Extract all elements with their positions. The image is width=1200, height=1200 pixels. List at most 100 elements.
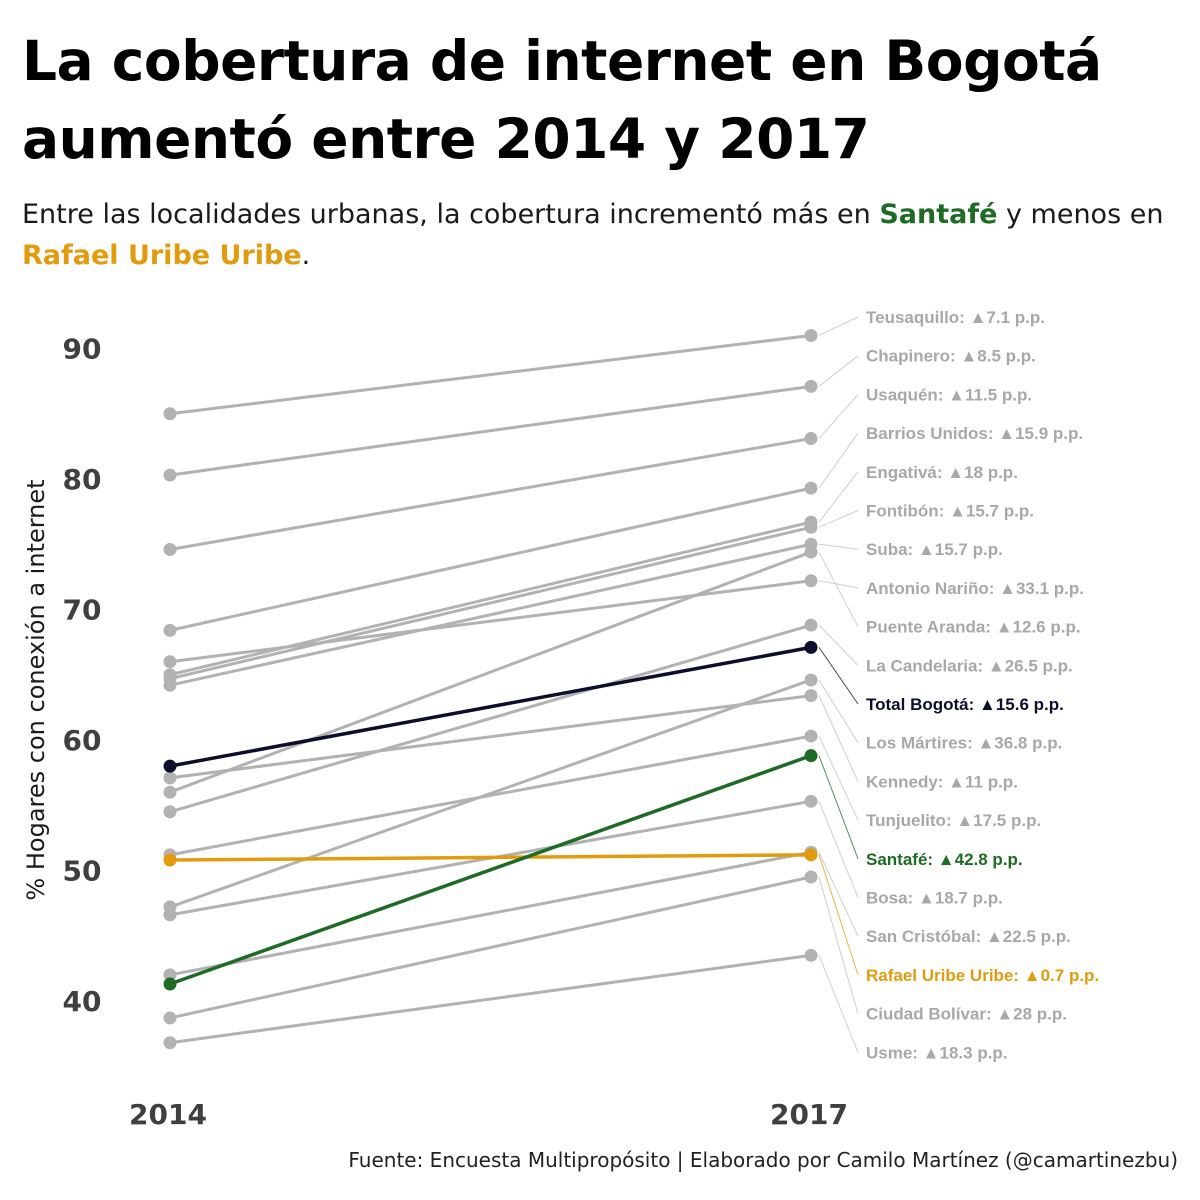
point-2014 (163, 678, 177, 692)
series-labels: Teusaquillo: ▲7.1 p.p. Chapinero: ▲8.5 p.… (866, 308, 1099, 1062)
point-2017 (804, 948, 818, 962)
subtitle-text-start: Entre las localidades urbanas, la cobert… (22, 199, 880, 230)
series-los-martires (163, 673, 818, 914)
point-2017 (804, 481, 818, 495)
point-2014 (163, 407, 177, 421)
point-2017 (804, 870, 818, 884)
point-2014 (163, 785, 177, 799)
point-2014 (163, 542, 177, 556)
subtitle-highlight-max: Santafé (879, 199, 998, 230)
leader-line-tunjuelito (818, 735, 859, 821)
point-2014 (163, 805, 177, 819)
series-label-los-martires: Los Mártires: ▲36.8 p.p. (866, 734, 1062, 753)
series-label-rafael-uribe-uribe: Rafael Uribe Uribe: ▲0.7 p.p. (866, 966, 1099, 985)
leader-line-suba (818, 543, 859, 550)
series-label-santafe: Santafé: ▲42.8 p.p. (866, 850, 1023, 869)
series-line (169, 579, 812, 664)
point-2017 (804, 729, 818, 743)
series-line (169, 734, 812, 857)
y-axis: 40 50 60 70 80 90 % Hogares con conexión a int… (22, 333, 101, 1019)
leader-line-engativa (818, 471, 859, 523)
leader-line-san-cristobal (818, 852, 859, 937)
series-label-antonio-narino: Antonio Nariño: ▲33.1 p.p. (866, 579, 1084, 598)
series-line (169, 853, 812, 862)
subtitle-highlight-min: Rafael Uribe Uribe (22, 240, 302, 271)
leader-line-fontibon (818, 510, 859, 528)
x-tick-label: 2017 (770, 1098, 848, 1131)
series-label-san-cristobal: San Cristóbal: ▲22.5 p.p. (866, 927, 1071, 946)
leader-line-teusaquillo (818, 316, 859, 336)
series-label-teusaquillo: Teusaquillo: ▲7.1 p.p. (866, 308, 1045, 327)
leader-line-santafe (818, 755, 859, 859)
point-2017 (804, 640, 818, 654)
point-2017 (804, 432, 818, 446)
series-line (169, 623, 812, 814)
point-2014 (163, 968, 177, 982)
series-line (169, 550, 812, 794)
label-leader-lines (818, 316, 859, 1053)
y-tick-label: 80 (63, 463, 102, 496)
series-barrios-unidos (163, 481, 818, 637)
series-line (169, 953, 812, 1045)
series-label-chapinero: Chapinero: ▲8.5 p.p. (866, 347, 1036, 366)
leader-line-total-bogota (818, 647, 859, 705)
x-tick-label: 2014 (129, 1098, 207, 1131)
series-total-bogota (163, 640, 818, 773)
series-santafe (163, 749, 818, 991)
series-line (169, 850, 812, 977)
x-axis: 2014 2017 (129, 1098, 848, 1131)
series-label-ciudad-bolivar: Ciudad Bolívar: ▲28 p.p. (866, 1005, 1067, 1024)
series-label-tunjuelito: Tunjuelito: ▲17.5 p.p. (866, 811, 1041, 830)
series-line (169, 694, 812, 780)
point-2017 (804, 328, 818, 342)
series-label-barrios-unidos: Barrios Unidos: ▲15.9 p.p. (866, 424, 1083, 443)
y-tick-label: 60 (63, 724, 102, 757)
series-suba (163, 537, 818, 692)
series-line (169, 678, 812, 909)
point-2014 (163, 771, 177, 785)
series-label-total-bogota: Total Bogotá: ▲15.6 p.p. (866, 695, 1064, 714)
series-line (169, 437, 812, 551)
point-2014 (163, 908, 177, 922)
leader-line-antonio-narino (818, 580, 859, 589)
series-label-engativa: Engativá: ▲18 p.p. (866, 463, 1018, 482)
series-teusaquillo (163, 328, 818, 421)
series-label-usme: Usme: ▲18.3 p.p. (866, 1043, 1008, 1062)
series-line (169, 384, 812, 477)
point-2014 (163, 853, 177, 867)
subtitle-text-middle: y menos en (997, 199, 1164, 230)
leader-line-puente-aranda (818, 551, 859, 627)
series-rafael-uribe-uribe (163, 848, 818, 867)
leader-line-chapinero (818, 355, 859, 387)
series-label-kennedy: Kennedy: ▲11 p.p. (866, 772, 1018, 791)
series-antonio-narino (163, 574, 818, 669)
leader-line-usaquen (818, 394, 859, 439)
y-axis-title: % Hogares con conexión a internet (22, 479, 50, 900)
y-tick-label: 40 (63, 985, 102, 1018)
y-tick-label: 70 (63, 594, 102, 627)
series-line (169, 486, 812, 632)
series-line (169, 542, 812, 687)
leader-line-barrios-unidos (818, 432, 859, 489)
series-line (169, 754, 812, 986)
point-2017 (804, 379, 818, 393)
point-2017 (804, 520, 818, 534)
series-chapinero (163, 379, 818, 482)
series-san-cristobal (163, 845, 818, 982)
leader-line-rafael-uribe-uribe (818, 854, 859, 976)
series-line (169, 645, 812, 768)
point-2017 (804, 848, 818, 862)
subtitle-text-end: . (301, 240, 311, 271)
slope-chart: 40 50 60 70 80 90 % Hogares con conexión a int… (22, 308, 1099, 1131)
series-kennedy (163, 689, 818, 785)
series-line (169, 333, 812, 416)
point-2017 (804, 618, 818, 632)
series-la-candelaria (163, 618, 818, 819)
leader-line-usme (818, 955, 859, 1053)
series-label-puente-aranda: Puente Aranda: ▲12.6 p.p. (866, 618, 1081, 637)
point-2017 (804, 749, 818, 763)
series-fontibon (163, 520, 818, 686)
leader-line-los-martires (818, 679, 859, 743)
leader-line-bosa (818, 801, 859, 898)
point-2014 (163, 655, 177, 669)
